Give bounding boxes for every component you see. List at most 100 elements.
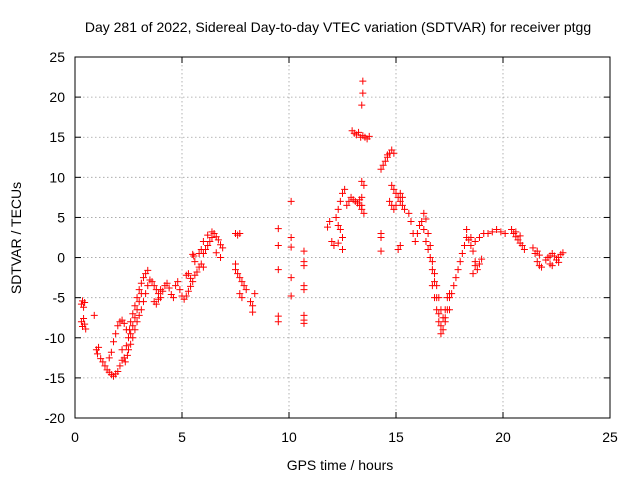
data-point [390,149,398,157]
data-point [535,251,543,259]
data-point [182,292,190,300]
data-point [169,294,177,302]
x-tick-label: 15 [388,429,404,445]
data-point [516,232,524,240]
data-point [401,205,409,213]
data-point [336,225,344,233]
data-point [334,239,342,247]
data-point [116,362,124,370]
data-point [112,330,120,338]
data-point [129,334,137,342]
data-point [341,185,349,193]
data-point [441,314,449,322]
data-point [426,242,434,250]
data-point [118,346,126,354]
data-point [424,246,432,254]
data-point [390,185,398,193]
data-point [407,217,415,225]
data-point [428,282,436,290]
data-point [398,201,406,209]
data-point [157,286,165,294]
grid-lines [75,57,610,418]
data-point [287,274,295,282]
data-point [377,165,385,173]
data-point [110,338,118,346]
y-tick-label: -5 [53,290,66,306]
data-point [127,340,135,348]
data-point [95,343,103,351]
data-point [418,217,426,225]
data-point [388,181,396,189]
data-point [144,266,152,274]
data-point [469,247,477,255]
data-point [249,302,257,310]
x-tick-label: 0 [71,429,79,445]
data-point [133,294,141,302]
y-tick-label: 5 [57,209,65,225]
data-point [135,286,143,294]
data-point [538,263,546,271]
data-point [446,306,453,314]
y-tick-label: 10 [49,169,65,185]
data-point [443,294,451,302]
data-point [300,319,308,327]
data-point [422,215,430,223]
data-point [550,252,558,260]
data-point [379,161,387,169]
data-point [359,77,367,85]
data-point [300,247,308,255]
data-point [339,246,346,254]
data-point [187,282,195,290]
data-point [411,238,419,246]
data-point [328,238,336,246]
x-tick-label: 20 [495,429,511,445]
data-point [518,242,526,250]
data-point [165,284,173,292]
data-point [478,255,486,263]
data-point [559,249,567,257]
data-point [533,247,541,255]
data-point [334,221,342,229]
data-point [236,229,244,237]
data-point [463,225,471,233]
data-point [274,225,282,233]
data-point [460,242,468,250]
data-point [122,342,130,350]
y-tick-label: -15 [45,370,65,386]
data-point [82,325,90,333]
y-tick-label: -10 [45,330,65,346]
data-point [202,246,210,254]
data-point [127,318,135,326]
data-point [493,225,501,233]
data-point [533,258,541,266]
data-point [139,274,147,282]
data-point [390,205,398,213]
data-point [139,298,147,306]
data-point [274,266,282,274]
data-point [452,274,460,282]
data-point [358,177,366,185]
data-point [501,229,509,237]
data-point [334,205,342,213]
data-point [214,236,222,244]
data-point [133,318,141,326]
data-point [467,242,475,250]
data-point [300,286,308,294]
data-point [420,225,428,233]
data-point [555,258,563,266]
data-point [125,346,132,354]
data-point [431,294,439,302]
data-point [191,258,199,266]
data-point [381,157,389,165]
x-tick-label: 10 [281,429,297,445]
data-point [433,306,441,314]
data-point [80,315,88,323]
data-point [426,254,434,262]
data-point [144,282,152,290]
x-tick-label: 25 [602,429,618,445]
data-point [330,242,338,250]
data-point [471,238,479,246]
plot-frame [74,56,611,419]
data-point [360,181,368,189]
